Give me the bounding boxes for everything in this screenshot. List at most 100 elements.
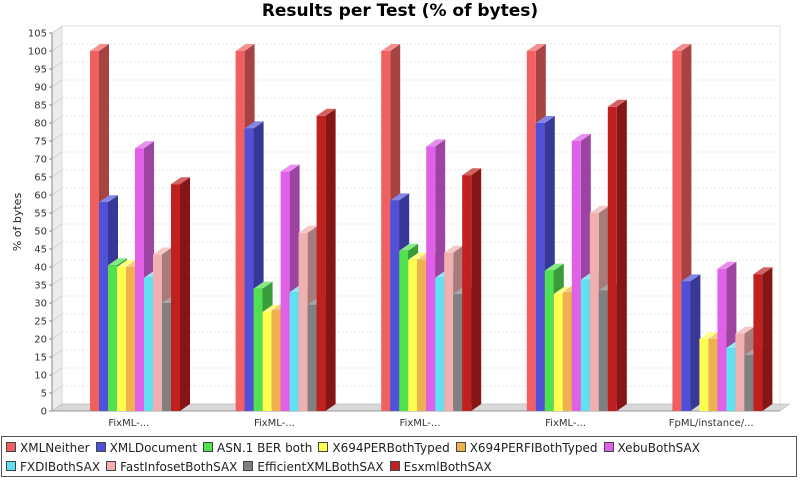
legend-item: XMLDocument: [95, 439, 197, 458]
bar: [735, 333, 745, 411]
y-tick-label: 35: [34, 281, 47, 292]
y-tick-label: 85: [34, 101, 47, 112]
x-tick-label: FpML/instance/...: [669, 418, 754, 429]
bar-top: [717, 261, 737, 269]
bar: [90, 51, 99, 411]
bar: [535, 123, 545, 411]
bar-side: [762, 267, 773, 411]
bar-top: [589, 206, 609, 213]
legend-swatch: [6, 461, 16, 471]
y-tick-label: 80: [34, 119, 47, 130]
gridline-side: [51, 133, 63, 142]
bar: [390, 200, 400, 411]
gridline-side: [51, 223, 63, 232]
bar-top: [526, 44, 546, 51]
y-tick-label: 65: [34, 173, 47, 184]
y-tick-label: 75: [34, 137, 47, 148]
bar-top: [444, 245, 464, 253]
gridline-side: [51, 205, 63, 214]
bar-top: [235, 44, 255, 51]
bar: [580, 279, 590, 411]
bar: [117, 267, 126, 411]
legend-label: FXDIBothSAX: [20, 460, 101, 474]
y-tick-label: 100: [28, 47, 47, 58]
bar: [298, 232, 308, 411]
bar-top: [280, 164, 300, 172]
bar: [744, 355, 754, 411]
x-tick-label: FixML-...: [400, 418, 441, 429]
bar: [280, 171, 290, 411]
gridline-side: [51, 25, 63, 34]
legend-label: X694PERBothTyped: [332, 441, 450, 455]
bar: [408, 259, 418, 411]
y-tick-label: 60: [34, 191, 47, 202]
legend-item: X694PERFIBothTyped: [455, 439, 598, 458]
y-tick-label: 50: [34, 227, 47, 238]
legend-label: XMLNeither: [20, 441, 90, 455]
legend-item: XMLNeither: [6, 439, 90, 458]
bar: [708, 339, 718, 411]
bar-side: [690, 274, 701, 411]
bar: [444, 252, 454, 411]
bar-top: [607, 99, 627, 107]
legend-swatch: [203, 442, 214, 452]
y-tick-label: 10: [34, 371, 47, 382]
bar: [262, 312, 272, 411]
y-tick-label: 95: [34, 65, 47, 76]
bar-top: [244, 121, 264, 129]
bar-top: [253, 281, 273, 289]
bar: [571, 141, 581, 411]
bar-top: [571, 134, 591, 141]
gridline-side: [51, 79, 63, 88]
y-tick-label: 25: [34, 317, 47, 328]
y-tick-label: 90: [34, 83, 47, 94]
bar-top: [535, 116, 555, 123]
y-tick-label: 20: [34, 335, 47, 346]
gridline-side: [51, 187, 63, 196]
bar-top: [408, 252, 428, 260]
gridline-side: [51, 295, 63, 304]
bar: [726, 348, 736, 411]
bar: [699, 339, 709, 411]
bar: [426, 146, 436, 411]
gridline-side: [51, 313, 63, 322]
bar: [526, 51, 536, 411]
gridline-side: [51, 241, 63, 250]
bar: [162, 303, 171, 411]
legend-item: FXDIBothSAX: [6, 458, 100, 477]
y-tick-label: 55: [34, 209, 47, 220]
bar: [598, 290, 608, 411]
bar: [417, 259, 427, 411]
bar-side: [616, 99, 627, 412]
bar: [99, 202, 108, 411]
bar: [753, 274, 763, 411]
gridline-side: [51, 61, 63, 70]
legend-item: EfficientXMLBothSAX: [243, 458, 384, 477]
bar: [462, 175, 472, 411]
bar: [289, 292, 299, 411]
legend-label: ASN.1 BER both: [217, 441, 313, 455]
bar: [171, 184, 180, 411]
legend-swatch: [106, 461, 117, 471]
bar: [607, 106, 617, 412]
bar-top: [735, 326, 755, 334]
bar: [544, 270, 554, 411]
legend-swatch: [603, 442, 614, 452]
legend-swatch: [243, 461, 254, 471]
bar-top: [462, 168, 482, 176]
bar-top: [90, 44, 109, 51]
chart-plot: 0 5 10 15 20 25 30 35 40 45 50 55 60 65 70 75 80 85 90 95 10…: [11, 25, 791, 429]
bar: [453, 294, 463, 411]
y-tick-label: 105: [28, 29, 47, 40]
legend-swatch: [389, 461, 400, 471]
bar: [153, 254, 162, 411]
gridline-side: [51, 367, 63, 376]
gridline-side: [51, 115, 63, 124]
bar-top: [426, 139, 446, 147]
legend: XMLNeither XMLDocument ASN.1 BER both X694P…: [1, 436, 797, 477]
bar: [435, 277, 445, 411]
legend-swatch: [6, 442, 16, 452]
bar: [553, 294, 563, 411]
bar-top: [298, 225, 318, 233]
y-tick-label: 15: [34, 353, 47, 364]
